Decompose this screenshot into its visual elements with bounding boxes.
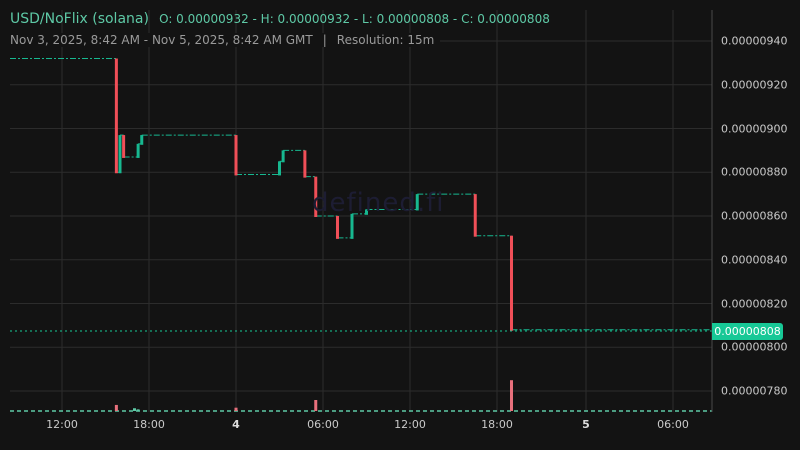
y-axis-label: 0.00000900 [721,122,788,135]
y-axis-label: 0.00000920 [721,78,788,92]
y-axis-label: 0.00000820 [721,297,788,310]
y-axis-label: 0.00000800 [721,340,788,354]
x-axis-label: 4 [232,418,240,431]
ohlc-values: O: 0.00000932 - H: 0.00000932 - L: 0.000… [159,12,550,26]
x-axis-label: 18:00 [481,418,513,431]
resolution: Resolution: 15m [336,33,435,47]
last-price-tag: 0.00000808 [712,323,783,340]
volume-bars [10,380,712,412]
chart-header: USD/NoFlix (solana) O: 0.00000932 - H: 0… [10,11,550,27]
x-axis-label: 06:00 [657,418,689,431]
x-axis-label: 5 [582,418,590,431]
chart-subheader: Nov 3, 2025, 8:42 AM - Nov 5, 2025, 8:42… [10,33,441,47]
date-range: Nov 3, 2025, 8:42 AM - Nov 5, 2025, 8:42… [10,33,313,47]
x-axis-label: 12:00 [394,418,426,431]
separator: | [322,33,327,47]
watermark: defined.fi [312,188,445,218]
x-axis-label: 18:00 [133,418,165,431]
pair-title: USD/NoFlix (solana) [10,11,149,27]
y-axis-label: 0.00000940 [721,34,788,48]
x-axis-label: 12:00 [46,418,78,431]
y-axis-label: 0.00000860 [721,209,788,223]
y-axis-label: 0.00000880 [721,165,788,179]
y-axis-label: 0.00000780 [721,384,788,398]
chart-grid [10,10,712,412]
price-series [10,58,712,331]
x-axis-label: 06:00 [307,418,339,431]
y-axis-label: 0.00000840 [721,253,788,267]
